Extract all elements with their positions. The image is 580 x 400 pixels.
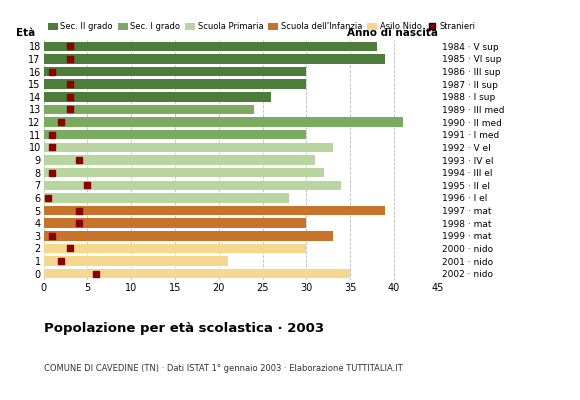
Text: Età: Età (16, 28, 35, 38)
Bar (44, 206, 385, 215)
Bar (44, 218, 306, 228)
Legend: Sec. II grado, Sec. I grado, Scuola Primaria, Scuola dell'Infanzia, Asilo Nido, : Sec. II grado, Sec. I grado, Scuola Prim… (48, 22, 475, 31)
Bar (44, 193, 289, 203)
Bar (44, 269, 350, 278)
Bar (44, 105, 254, 114)
Bar (44, 92, 271, 102)
Bar (44, 180, 342, 190)
Bar (44, 231, 333, 240)
Bar (44, 54, 385, 64)
Bar (44, 117, 403, 127)
Text: Popolazione per età scolastica · 2003: Popolazione per età scolastica · 2003 (44, 322, 324, 335)
Bar (44, 80, 306, 89)
Bar (44, 130, 306, 140)
Bar (44, 155, 315, 165)
Bar (44, 244, 306, 253)
Bar (44, 67, 306, 76)
Text: Anno di nascita: Anno di nascita (347, 28, 438, 38)
Bar (44, 168, 324, 177)
Bar (44, 256, 227, 266)
Bar (44, 143, 333, 152)
Bar (44, 42, 376, 51)
Text: COMUNE DI CAVEDINE (TN) · Dati ISTAT 1° gennaio 2003 · Elaborazione TUTTITALIA.I: COMUNE DI CAVEDINE (TN) · Dati ISTAT 1° … (44, 364, 403, 373)
